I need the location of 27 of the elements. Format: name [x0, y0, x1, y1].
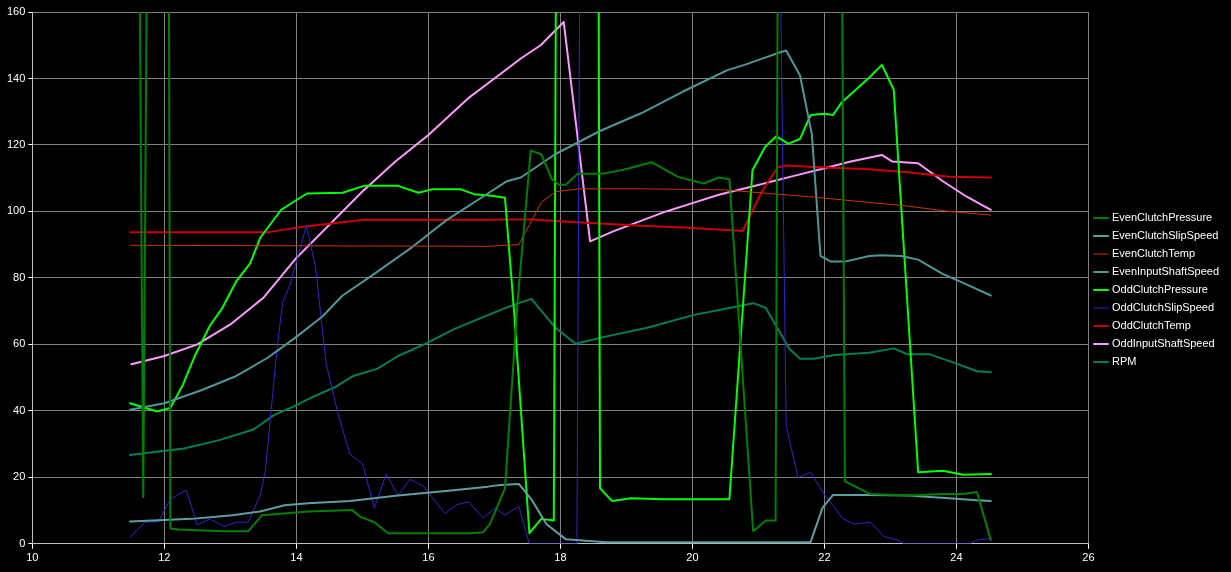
- x-tick-label: 24: [950, 551, 963, 564]
- legend-label: EvenInputShaftSpeed: [1111, 265, 1219, 278]
- legend-label: OddClutchSlipSpeed: [1111, 301, 1215, 314]
- legend-label: EvenClutchTemp: [1111, 247, 1196, 260]
- x-tick-label: 18: [554, 551, 567, 564]
- y-tick-label: 20: [13, 470, 26, 483]
- y-tick-label: 60: [13, 337, 26, 350]
- y-tick-label: 0: [19, 536, 26, 549]
- y-tick-label: 140: [6, 71, 26, 84]
- x-tick-label: 16: [422, 551, 435, 564]
- x-tick-label: 20: [686, 551, 699, 564]
- y-tick-label: 160: [6, 5, 26, 18]
- x-tick-label: 22: [818, 551, 831, 564]
- x-tick-label: 10: [26, 551, 39, 564]
- y-tick-label: 100: [6, 204, 26, 217]
- legend-label: EvenClutchSlipSpeed: [1111, 229, 1219, 242]
- legend-label: OddClutchPressure: [1111, 283, 1208, 296]
- y-tick-label: 120: [6, 137, 26, 150]
- y-tick-label: 80: [13, 270, 26, 283]
- legend-label: EvenClutchPressure: [1111, 211, 1213, 224]
- legend-label: OddClutchTemp: [1111, 319, 1191, 332]
- legend-label: OddInputShaftSpeed: [1111, 337, 1215, 350]
- x-tick-label: 12: [158, 551, 171, 564]
- x-tick-label: 26: [1082, 551, 1095, 564]
- legend-label: RPM: [1111, 355, 1137, 368]
- x-tick-label: 14: [290, 551, 303, 564]
- y-tick-label: 40: [13, 403, 26, 416]
